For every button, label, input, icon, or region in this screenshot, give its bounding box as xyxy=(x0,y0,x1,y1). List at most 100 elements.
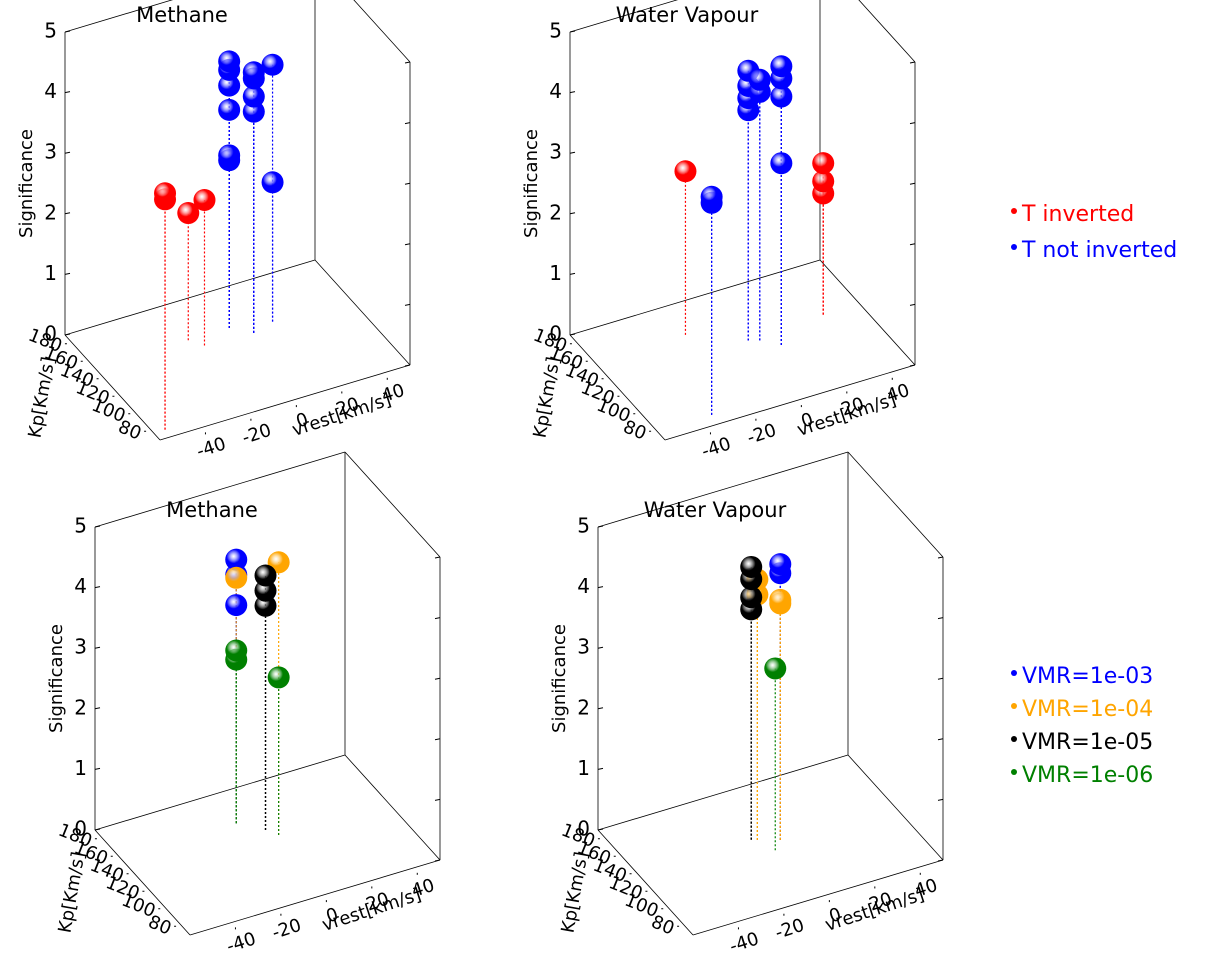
axis-edge xyxy=(597,451,849,528)
axis-edge xyxy=(353,0,411,63)
z-tick xyxy=(94,707,101,710)
point xyxy=(700,185,723,208)
y-axis-label: Kp[Km/s] xyxy=(25,355,60,439)
z-tick-label: 5 xyxy=(549,19,562,43)
point xyxy=(267,666,290,689)
point xyxy=(254,594,277,617)
x-tick-label: -20 xyxy=(745,420,779,449)
x-tick-label: -40 xyxy=(727,928,761,957)
x-tick-label: -40 xyxy=(699,433,733,462)
y-axis-label: Kp[Km/s] xyxy=(530,355,565,439)
axis-edge xyxy=(569,259,821,336)
x-tick-label: -20 xyxy=(270,915,304,944)
point xyxy=(218,144,241,167)
legend-marker xyxy=(1011,208,1017,214)
axis-edge xyxy=(64,0,174,33)
legend-label: T not inverted xyxy=(1021,238,1177,263)
z-axis-label: Significance xyxy=(549,624,570,733)
z-tick xyxy=(569,91,576,94)
point xyxy=(812,170,835,193)
legend-label: T inverted xyxy=(1021,202,1134,227)
point xyxy=(254,579,277,602)
axis-edge xyxy=(847,451,944,558)
z-tick xyxy=(569,333,576,336)
point xyxy=(261,53,284,76)
z-tick xyxy=(64,30,71,33)
z-tick xyxy=(909,303,916,306)
z-tick xyxy=(937,556,944,559)
z-tick-label: 5 xyxy=(44,19,57,43)
z-tick-label: 3 xyxy=(74,635,87,659)
point xyxy=(218,98,241,121)
z-tick xyxy=(937,617,944,620)
z-tick-label: 3 xyxy=(577,635,590,659)
z-tick xyxy=(909,243,916,246)
y-tick-label: 180 xyxy=(558,820,598,852)
z-tick xyxy=(94,525,101,528)
axis-edge xyxy=(94,829,191,936)
axis-edge xyxy=(597,754,849,831)
point xyxy=(242,85,265,108)
z-tick xyxy=(434,556,441,559)
z-tick xyxy=(434,677,441,680)
point xyxy=(242,61,265,84)
z-tick xyxy=(909,182,916,185)
point xyxy=(770,55,793,78)
z-tick xyxy=(64,151,71,154)
axis-edge xyxy=(847,754,944,861)
y-axis-label: Kp[Km/s] xyxy=(558,850,593,934)
z-tick-label: 0 xyxy=(74,817,87,841)
z-tick-label: 1 xyxy=(44,261,57,285)
axis-edge xyxy=(94,451,346,528)
legend-label: VMR=1e-03 xyxy=(1022,664,1153,689)
point xyxy=(769,553,792,576)
axis-edge xyxy=(664,364,916,441)
chart-title: Water Vapour xyxy=(616,3,759,27)
point xyxy=(154,182,177,205)
point xyxy=(740,555,763,578)
y-axis-label: Kp[Km/s] xyxy=(55,850,90,934)
point xyxy=(748,68,771,91)
z-tick xyxy=(94,767,101,770)
legend-marker xyxy=(1011,670,1017,676)
legend-marker xyxy=(1011,769,1017,775)
axis-edge xyxy=(569,334,666,441)
z-tick xyxy=(569,272,576,275)
axis-edge xyxy=(344,451,441,558)
y-tick-label: 180 xyxy=(25,325,65,357)
point xyxy=(770,85,793,108)
axis-edge xyxy=(597,829,694,936)
legend-label: VMR=1e-05 xyxy=(1022,730,1153,755)
z-tick xyxy=(597,707,604,710)
point xyxy=(193,189,216,212)
z-tick xyxy=(404,122,411,125)
point xyxy=(177,202,200,225)
z-tick-label: 2 xyxy=(74,695,87,719)
z-tick xyxy=(597,767,604,770)
point xyxy=(242,100,265,123)
axis-edge xyxy=(692,859,944,936)
z-tick xyxy=(597,828,604,831)
point xyxy=(770,152,793,175)
point xyxy=(764,657,787,680)
axis-edge xyxy=(64,259,316,336)
z-tick xyxy=(434,738,441,741)
point xyxy=(218,74,241,97)
y-tick-label: 180 xyxy=(530,325,570,357)
point xyxy=(225,566,248,589)
axis-edge xyxy=(344,754,441,861)
z-tick xyxy=(434,859,441,862)
z-tick xyxy=(569,151,576,154)
z-tick xyxy=(64,272,71,275)
point xyxy=(225,639,248,662)
chart-title: Methane xyxy=(136,3,228,27)
z-axis-label: Significance xyxy=(46,624,67,733)
z-tick xyxy=(937,738,944,741)
z-tick-label: 1 xyxy=(74,756,87,780)
z-tick xyxy=(937,859,944,862)
z-tick xyxy=(404,182,411,185)
z-tick xyxy=(434,617,441,620)
point xyxy=(740,586,763,609)
z-tick-label: 4 xyxy=(577,574,590,598)
